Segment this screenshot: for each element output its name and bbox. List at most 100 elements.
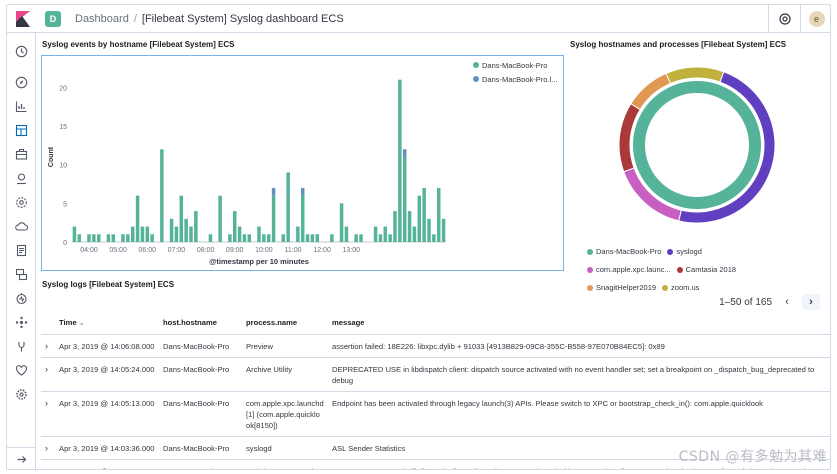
- bar-series-1[interactable]: [402, 149, 407, 157]
- bar-series-0[interactable]: [184, 218, 188, 242]
- bar-series-0[interactable]: [407, 211, 412, 242]
- bar-series-0[interactable]: [111, 234, 116, 242]
- bar-series-0[interactable]: [77, 234, 82, 242]
- prev-page-button[interactable]: ‹: [785, 296, 789, 308]
- user-menu-button[interactable]: e: [800, 5, 830, 33]
- bar-series-0[interactable]: [305, 234, 310, 242]
- bar-series-0[interactable]: [296, 226, 300, 242]
- bar-series-0[interactable]: [398, 79, 402, 242]
- nav-management[interactable]: [14, 387, 29, 402]
- nav-canvas[interactable]: [14, 147, 29, 162]
- bar-series-0[interactable]: [87, 234, 91, 242]
- pie-inner-slice[interactable]: [633, 80, 761, 209]
- bar-series-0[interactable]: [174, 226, 179, 242]
- bar-series-0[interactable]: [189, 226, 193, 242]
- sort-desc-icon[interactable]: ⌄: [78, 318, 85, 328]
- bar-series-0[interactable]: [232, 211, 237, 242]
- nav-visualize[interactable]: [14, 99, 29, 114]
- bar-series-0[interactable]: [354, 234, 358, 242]
- next-page-button[interactable]: ›: [802, 294, 820, 310]
- space-avatar[interactable]: D: [45, 11, 61, 27]
- bar-series-0[interactable]: [262, 234, 266, 242]
- table-row[interactable]: › Apr 3, 2019 @ 14:06:08.000 Dans-MacBook-…: [41, 334, 830, 358]
- column-header-time[interactable]: Time ⌄: [55, 312, 159, 335]
- bar-series-0[interactable]: [266, 234, 271, 242]
- pie-outer-slice[interactable]: [665, 66, 725, 85]
- bar-series-0[interactable]: [96, 234, 101, 242]
- nav-graph[interactable]: [14, 315, 29, 330]
- nav-recent[interactable]: [14, 44, 29, 59]
- bar-series-0[interactable]: [150, 234, 154, 242]
- nav-uptime[interactable]: [14, 291, 29, 306]
- nav-discover[interactable]: [14, 75, 29, 90]
- bar-series-0[interactable]: [135, 195, 140, 242]
- help-menu-button[interactable]: [768, 5, 800, 33]
- column-header-host[interactable]: host.hostname: [159, 312, 242, 335]
- nav-devtools[interactable]: [14, 339, 29, 354]
- nav-monitoring[interactable]: [14, 363, 29, 378]
- bar-series-0[interactable]: [422, 187, 426, 242]
- bar-series-0[interactable]: [169, 218, 174, 242]
- bar-series-0[interactable]: [179, 195, 184, 242]
- bar-series-0[interactable]: [145, 226, 150, 242]
- bar-series-0[interactable]: [106, 234, 111, 242]
- bar-series-0[interactable]: [160, 149, 164, 242]
- bar-series-0[interactable]: [140, 226, 145, 242]
- bar-series-0[interactable]: [393, 211, 397, 242]
- row-expand-icon[interactable]: ›: [41, 391, 55, 437]
- bar-series-0[interactable]: [72, 226, 77, 242]
- bar-series-1[interactable]: [271, 187, 276, 196]
- bar-series-0[interactable]: [92, 234, 96, 242]
- row-expand-icon[interactable]: ›: [41, 436, 55, 460]
- nav-logs[interactable]: [14, 243, 29, 258]
- row-expand-icon[interactable]: ›: [41, 357, 55, 392]
- bar-series-0[interactable]: [427, 218, 431, 242]
- legend-item[interactable]: Dans-MacBook-Pro.l...: [482, 75, 557, 84]
- nav-maps[interactable]: [14, 171, 29, 186]
- bar-series-0[interactable]: [281, 234, 286, 242]
- bar-series-0[interactable]: [130, 226, 135, 242]
- nav-collapse-button[interactable]: [7, 447, 36, 469]
- bar-series-0[interactable]: [218, 195, 222, 242]
- column-header-process[interactable]: process.name: [242, 312, 328, 335]
- bar-series-0[interactable]: [208, 234, 213, 242]
- bar-series-0[interactable]: [247, 234, 252, 242]
- table-row[interactable]: ›Apr 3, 2019 @ 13:59:59.000Dans-MacBook-…: [41, 459, 830, 469]
- nav-dashboard[interactable]: [10, 120, 32, 141]
- pie-legend-item[interactable]: syslogd: [667, 247, 702, 256]
- bar-series-0[interactable]: [359, 234, 363, 242]
- column-header-message[interactable]: message: [328, 312, 830, 335]
- pie-legend-item[interactable]: zoom.us: [662, 283, 699, 292]
- bar-series-0[interactable]: [373, 226, 378, 242]
- bar-series-0[interactable]: [228, 234, 232, 242]
- bar-series-0[interactable]: [126, 234, 130, 242]
- breadcrumb-dashboard[interactable]: Dashboard: [75, 13, 129, 25]
- bar-series-0[interactable]: [242, 234, 247, 242]
- bar-series-0[interactable]: [344, 226, 349, 242]
- bar-series-0[interactable]: [300, 195, 305, 242]
- pie-legend-item[interactable]: Camtasia 2018: [676, 265, 736, 274]
- nav-apm[interactable]: [14, 267, 29, 282]
- row-expand-icon[interactable]: ›: [41, 334, 55, 358]
- bar-series-0[interactable]: [378, 234, 383, 242]
- nav-infrastructure[interactable]: [14, 219, 29, 234]
- nav-ml[interactable]: [14, 195, 29, 210]
- bar-series-0[interactable]: [402, 157, 407, 242]
- row-expand-icon[interactable]: ›: [41, 459, 55, 469]
- legend-item[interactable]: Dans-MacBook-Pro: [482, 61, 547, 70]
- bar-series-0[interactable]: [194, 211, 198, 242]
- bar-series-0[interactable]: [330, 234, 334, 242]
- pie-legend-item[interactable]: Dans-MacBook-Pro: [587, 247, 661, 256]
- kibana-logo-icon[interactable]: [16, 11, 30, 27]
- bar-series-0[interactable]: [412, 226, 417, 242]
- bar-series-0[interactable]: [436, 187, 441, 242]
- bar-series-0[interactable]: [286, 172, 290, 242]
- bar-series-0[interactable]: [339, 203, 344, 242]
- pie-legend-item[interactable]: SnagitHelper2019: [587, 283, 656, 292]
- bar-series-0[interactable]: [271, 195, 276, 242]
- pie-legend-item[interactable]: com.apple.xpc.launc...: [587, 265, 671, 274]
- table-row[interactable]: › Apr 3, 2019 @ 14:05:24.000 Dans-MacBook-…: [41, 357, 830, 392]
- table-row[interactable]: › Apr 3, 2019 @ 14:03:36.000 Dans-MacBook-…: [41, 436, 830, 460]
- table-row[interactable]: › Apr 3, 2019 @ 14:05:13.000 Dans-MacBook-…: [41, 391, 830, 437]
- bar-series-0[interactable]: [388, 234, 392, 242]
